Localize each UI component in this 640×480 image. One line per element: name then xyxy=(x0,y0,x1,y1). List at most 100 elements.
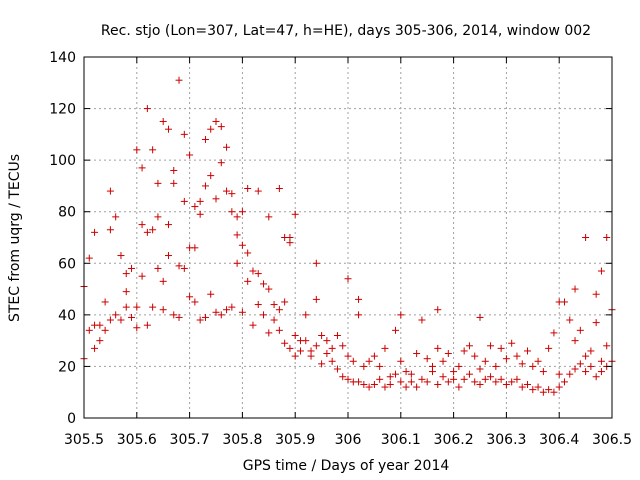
data-point xyxy=(550,329,558,337)
data-point xyxy=(560,378,568,386)
data-point xyxy=(186,151,194,159)
data-point xyxy=(96,337,104,345)
data-point xyxy=(186,293,194,301)
data-point xyxy=(238,208,246,216)
data-point xyxy=(476,365,484,373)
data-point xyxy=(487,342,495,350)
data-point xyxy=(233,213,241,221)
data-point xyxy=(502,380,510,388)
data-point xyxy=(571,337,579,345)
data-point xyxy=(159,117,167,125)
data-point xyxy=(355,378,363,386)
data-point xyxy=(207,290,215,298)
data-point xyxy=(117,252,125,260)
data-point xyxy=(328,357,336,365)
data-point xyxy=(138,272,146,280)
data-point xyxy=(201,182,209,190)
data-point xyxy=(344,375,352,383)
data-point xyxy=(296,347,304,355)
data-point xyxy=(460,375,468,383)
data-point xyxy=(228,208,236,216)
data-point xyxy=(223,306,231,314)
data-point xyxy=(238,241,246,249)
data-point xyxy=(281,234,289,241)
data-point xyxy=(217,311,225,319)
data-point xyxy=(265,213,273,221)
data-point xyxy=(434,344,442,352)
data-point xyxy=(207,125,215,133)
data-point xyxy=(402,368,410,376)
data-point xyxy=(508,378,516,386)
x-tick-label: 305.7 xyxy=(170,432,210,448)
data-point xyxy=(128,313,136,321)
data-point xyxy=(492,378,500,386)
data-point xyxy=(170,179,178,187)
data-point xyxy=(175,76,183,84)
data-point xyxy=(545,344,553,352)
data-point xyxy=(260,311,268,319)
data-point xyxy=(555,370,563,378)
data-point xyxy=(344,275,352,283)
data-point xyxy=(112,213,120,221)
data-point xyxy=(254,187,262,195)
x-tick-label: 306.1 xyxy=(381,432,421,448)
y-tick-label: 60 xyxy=(58,256,76,272)
data-point xyxy=(576,326,584,334)
data-point xyxy=(191,244,199,252)
y-tick-label: 80 xyxy=(58,205,76,221)
data-point xyxy=(223,143,231,151)
data-point xyxy=(481,357,489,365)
data-point xyxy=(455,362,463,370)
data-point xyxy=(444,350,452,358)
data-point xyxy=(249,267,257,275)
data-point xyxy=(143,105,151,113)
data-point xyxy=(180,130,188,138)
data-point xyxy=(381,344,389,352)
x-tick-label: 305.9 xyxy=(275,432,315,448)
data-point xyxy=(286,344,294,352)
data-point xyxy=(413,383,421,391)
data-point xyxy=(133,303,141,311)
data-point xyxy=(423,378,431,386)
data-point xyxy=(407,378,415,386)
data-point xyxy=(318,360,326,368)
data-point xyxy=(196,316,204,324)
data-point xyxy=(386,373,394,381)
x-tick-label: 306.3 xyxy=(486,432,526,448)
data-point xyxy=(492,362,500,370)
data-point xyxy=(212,117,220,125)
data-point xyxy=(360,380,368,388)
data-point xyxy=(497,375,505,383)
data-point xyxy=(576,360,584,368)
data-point xyxy=(370,380,378,388)
data-point xyxy=(265,329,273,337)
data-point xyxy=(381,383,389,391)
data-point xyxy=(223,187,231,195)
data-point xyxy=(333,331,341,339)
data-point xyxy=(180,264,188,272)
data-point xyxy=(143,228,151,236)
data-point xyxy=(149,226,157,234)
data-point xyxy=(281,339,289,347)
data-point xyxy=(291,352,299,360)
data-point xyxy=(302,311,310,319)
data-point xyxy=(180,197,188,205)
data-point xyxy=(207,172,215,180)
x-axis-label: GPS time / Days of year 2014 xyxy=(243,458,450,474)
data-point xyxy=(238,308,246,316)
data-point xyxy=(418,316,426,324)
data-point xyxy=(122,270,130,278)
data-point xyxy=(175,262,183,270)
data-point xyxy=(370,352,378,360)
data-point xyxy=(281,298,289,306)
data-point xyxy=(471,378,479,386)
data-point xyxy=(244,185,252,193)
data-point xyxy=(159,306,167,314)
data-point xyxy=(228,190,236,198)
data-point xyxy=(444,378,452,386)
y-tick-label: 100 xyxy=(49,153,76,169)
data-point xyxy=(428,368,436,376)
data-point xyxy=(112,311,120,319)
data-point xyxy=(312,259,320,267)
